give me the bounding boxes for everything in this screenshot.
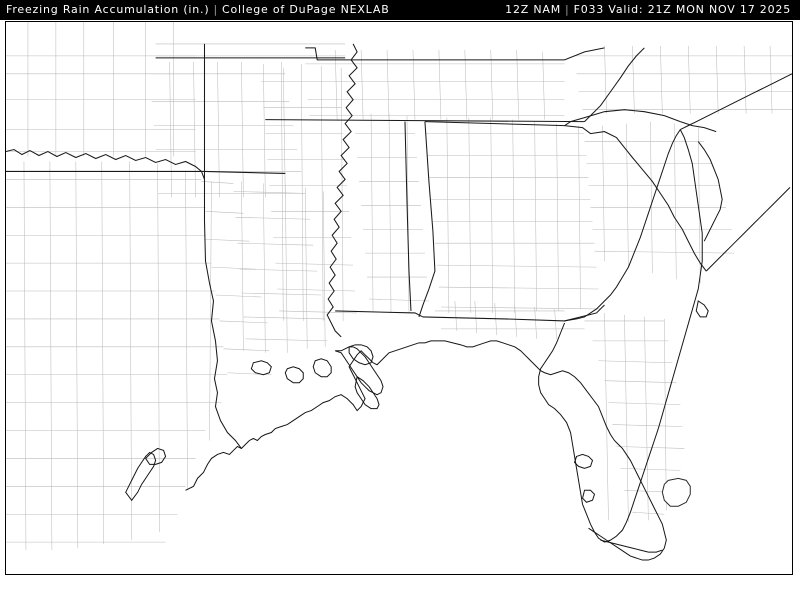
brand-label: College of DuPage NEXLAB [221,3,390,16]
atlantic-coast-layer [680,74,792,271]
valid-time-label: F033 Valid: 21Z MON NOV 17 2025 [573,3,791,16]
product-title: Freezing Rain Accumulation (in.) [6,3,210,16]
map-frame[interactable] [5,21,793,575]
county-borders-layer [6,22,792,551]
header-separator: | [213,3,218,16]
model-run-label: 12Z NAM [505,3,562,16]
header-bar: Freezing Rain Accumulation (in.) | College… [0,0,800,20]
lake-okeechobee [661,477,691,507]
header-separator-2: | [565,3,570,16]
map-canvas[interactable] [6,22,792,574]
header-left-group: Freezing Rain Accumulation (in.) | College… [6,0,390,20]
florida-peninsula-outline [539,130,709,543]
header-right-group: 12Z NAM | F033 Valid: 21Z MON NOV 17 2025 [505,0,791,20]
coastline-layer [126,142,722,560]
state-borders-layer [6,43,717,449]
